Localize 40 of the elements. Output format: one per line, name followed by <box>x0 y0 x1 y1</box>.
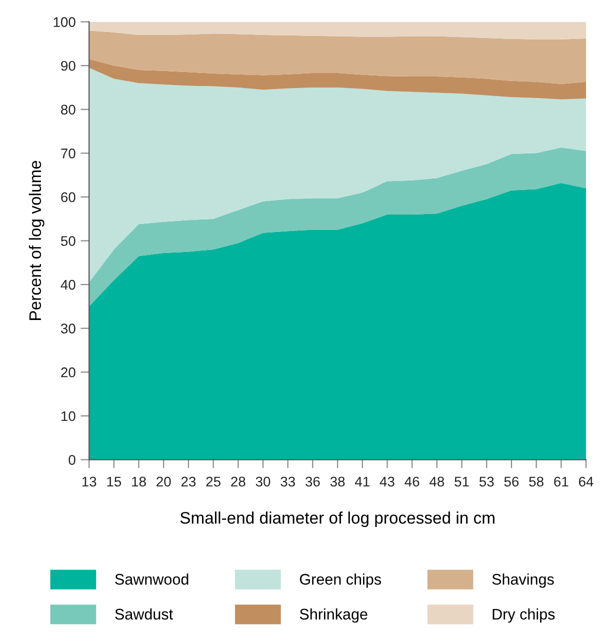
y-tick-label: 0 <box>68 455 76 465</box>
x-tick-label: 64 <box>578 476 594 487</box>
legend-label: Shavings <box>492 573 554 588</box>
x-tick-label: 61 <box>554 476 568 487</box>
x-tick-label: 51 <box>454 476 469 487</box>
y-tick-label: 30 <box>60 324 76 334</box>
y-tick-label: 40 <box>60 280 76 290</box>
y-tick-label: 70 <box>61 148 76 158</box>
x-tick-label: 43 <box>380 476 394 487</box>
legend-label: Shrinkage <box>300 608 368 623</box>
x-tick-label: 15 <box>107 476 122 487</box>
x-tick-label: 13 <box>82 476 96 487</box>
legend-label: Sawdust <box>115 608 173 620</box>
x-tick-label: 53 <box>479 476 494 487</box>
x-tick-label: 33 <box>280 476 295 487</box>
y-tick-label: 100 <box>54 17 76 27</box>
legend-label: Dry chips <box>492 608 555 623</box>
x-tick-label: 28 <box>231 476 246 487</box>
x-tick-label: 36 <box>306 476 320 487</box>
x-tick-label: 38 <box>330 476 345 487</box>
legend-label: Sawnwood <box>115 573 188 585</box>
y-tick-label: 80 <box>61 104 76 115</box>
x-tick-label: 25 <box>206 476 220 487</box>
x-tick-label: 46 <box>404 476 420 487</box>
y-tick-label: 50 <box>60 236 76 246</box>
x-tick-label: 48 <box>430 476 444 487</box>
x-axis-title: Small-end diameter of log processed in cm <box>180 512 494 528</box>
x-tick-label: 18 <box>132 476 146 487</box>
x-tick-label: 58 <box>529 476 544 487</box>
y-tick-label: 10 <box>62 411 76 422</box>
y-tick-label: 20 <box>61 367 76 378</box>
x-tick-label: 20 <box>156 476 171 487</box>
y-tick-label: 90 <box>61 60 76 71</box>
legend-label: Green chips <box>300 573 382 588</box>
x-tick-label: 23 <box>181 476 196 487</box>
x-tick-label: 30 <box>256 476 270 487</box>
y-tick-label: 60 <box>61 192 76 202</box>
x-tick-label: 56 <box>504 476 519 487</box>
y-axis-title: Percent of log volume <box>28 160 44 320</box>
x-tick-label: 41 <box>354 476 370 486</box>
